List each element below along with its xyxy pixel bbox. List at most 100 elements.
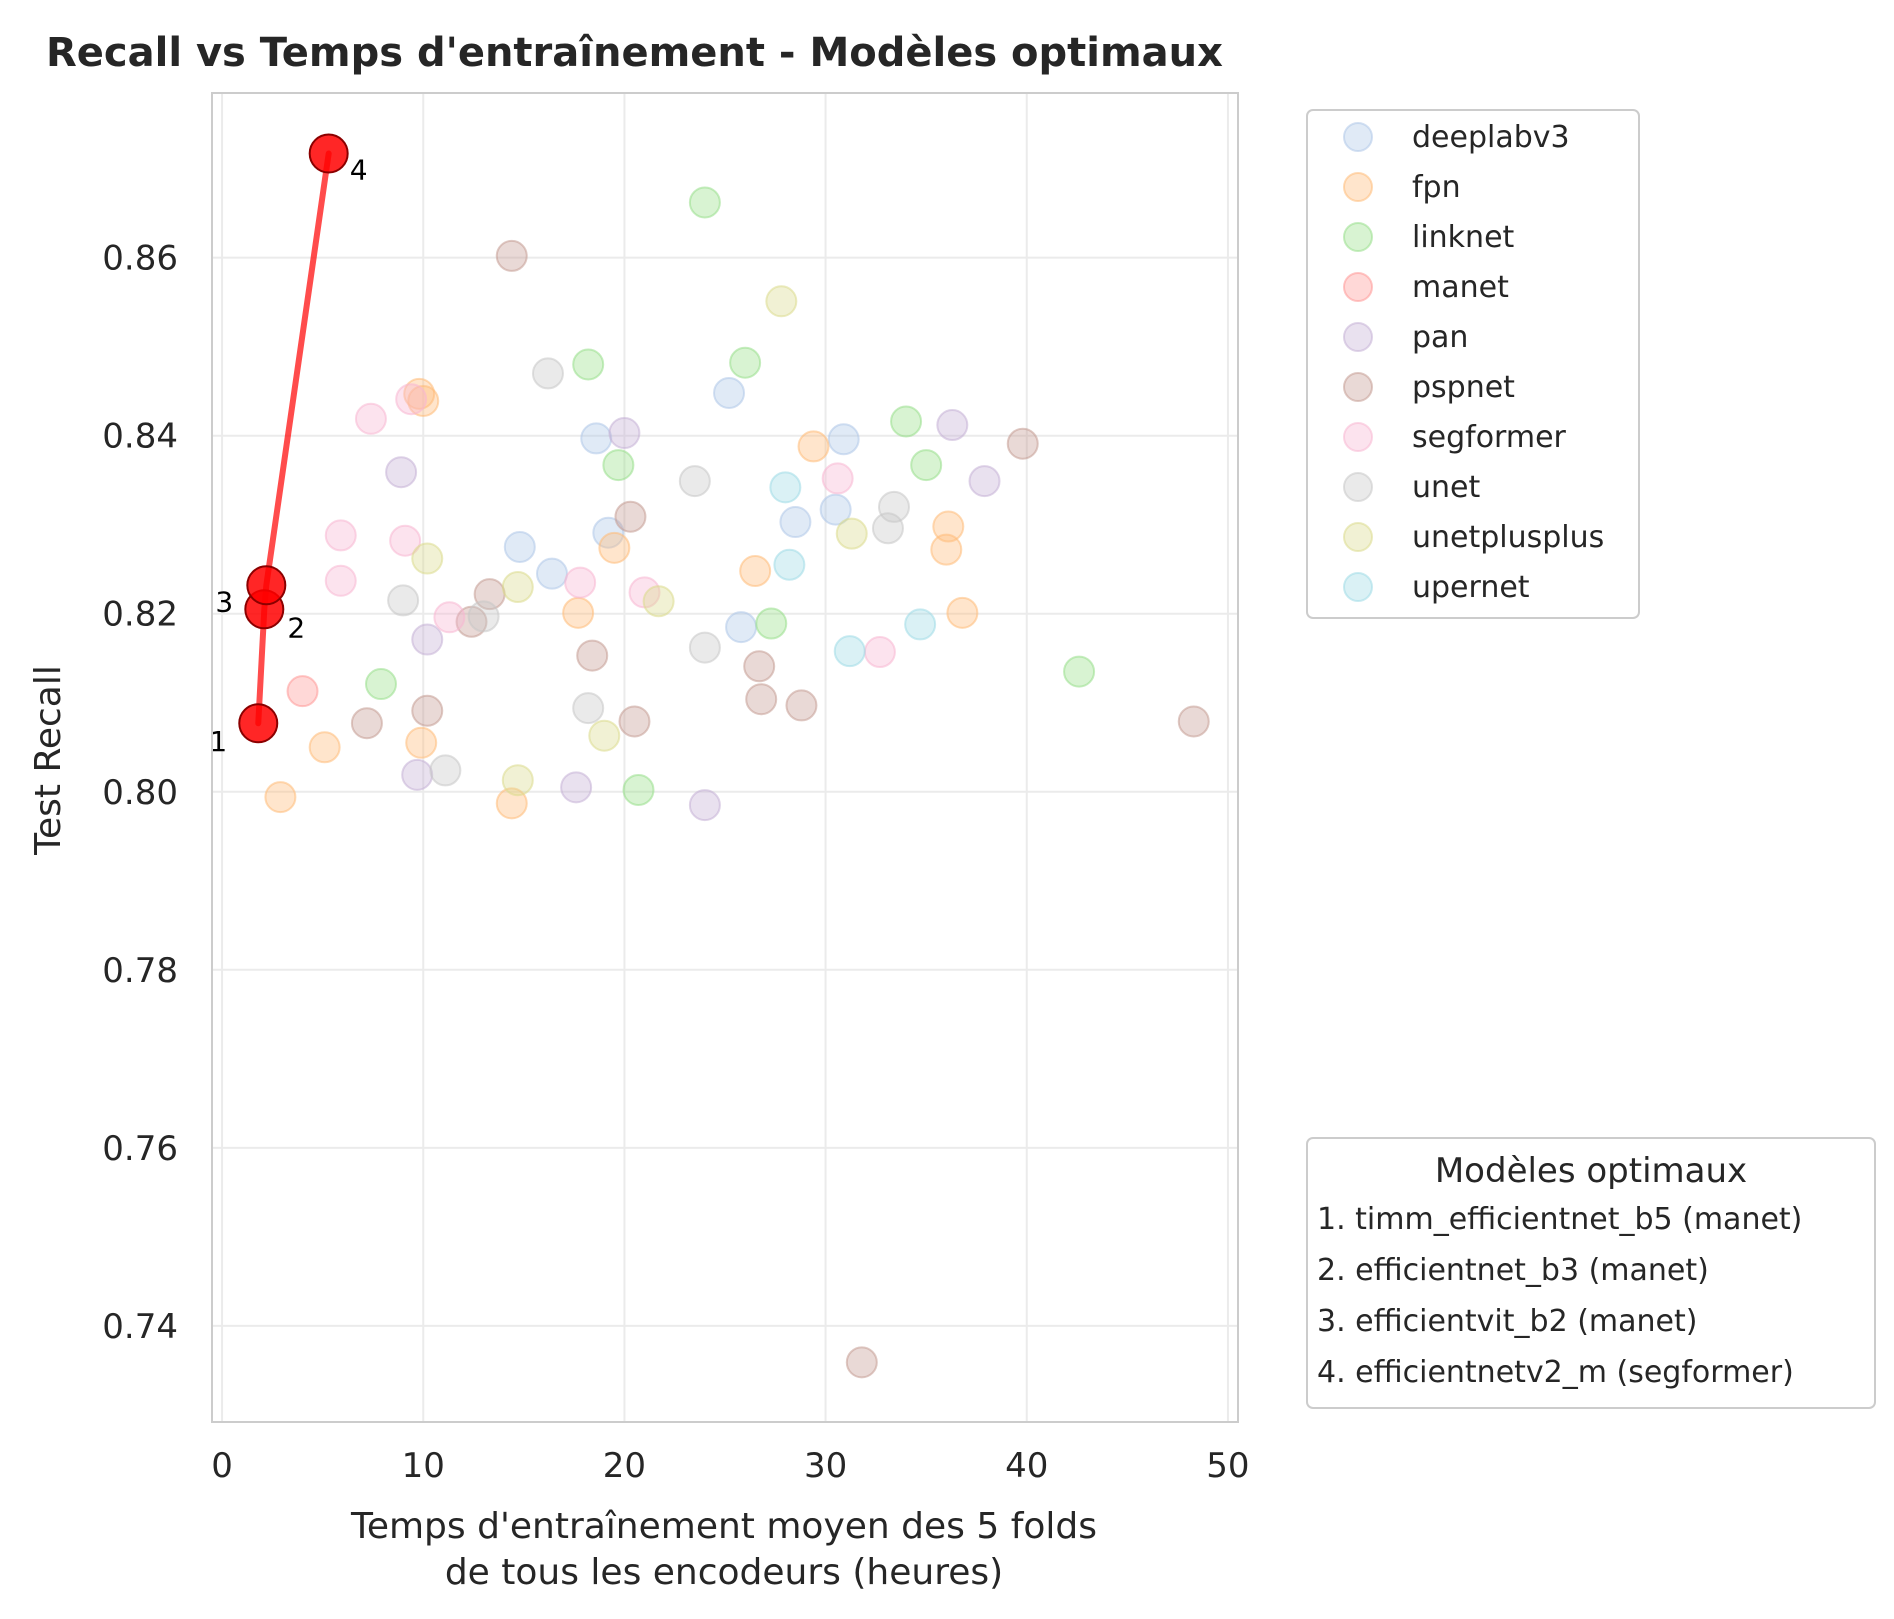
point-deeplabv3 [827,423,860,456]
legend-marker-deeplabv3 [1343,122,1373,152]
point-unet [688,631,721,664]
point-segformer [821,462,854,495]
point-pan [411,623,444,656]
point-deeplabv3 [580,422,613,455]
legend-marker-pan [1343,322,1373,352]
point-pspnet [411,694,444,727]
legend-marker-segformer [1343,422,1373,452]
point-segformer [395,383,428,416]
point-pspnet [785,689,818,722]
point-segformer [389,524,422,557]
point-pan [688,789,721,822]
y-tick-label: 0.84 [102,417,178,457]
point-deeplabv3 [779,506,812,539]
point-fpn [598,531,631,564]
point-pspnet [745,683,778,716]
optimal-models-legend: Modèles optimaux 1. timm_efficientnet_b5… [1306,1137,1876,1409]
point-fpn [264,781,297,814]
point-pan [608,417,641,450]
y-tick-label: 0.74 [102,1307,178,1347]
point-fpn [308,731,341,764]
point-linknet [688,186,721,219]
point-fpn [946,596,979,629]
x-axis-ticks: 0 10 20 30 40 50 [211,1446,1249,1486]
pareto-point [246,565,287,606]
legend-label-linknet: linknet [1412,220,1515,255]
point-fpn [562,596,595,629]
x-tick-label: 30 [804,1446,847,1486]
point-pspnet [1177,705,1210,738]
optimal-model-entry: 2. efficientnet_b3 (manet) [1317,1253,1709,1288]
x-tick-label: 10 [402,1446,445,1486]
point-unetplusplus [411,542,444,575]
series-legend-items: deeplabv3 fpn linknet manet pan pspnet segform… [1343,120,1604,605]
point-unetplusplus [765,285,798,318]
pareto-point-label: 1 [209,725,227,758]
x-tick-label: 20 [603,1446,646,1486]
point-unet [531,357,564,390]
pareto-point-label: 2 [287,611,305,644]
series-legend: deeplabv3 fpn linknet manet pan pspnet segform… [1306,109,1640,619]
legend-label-fpn: fpn [1412,170,1461,205]
point-linknet [910,449,943,482]
point-pspnet [495,239,528,272]
y-tick-label: 0.86 [102,239,178,279]
point-unet [871,512,904,545]
legend-label-pan: pan [1412,320,1468,355]
point-fpn [739,555,772,588]
legend-label-unet: unet [1412,470,1480,505]
x-axis-label-line-2: de tous les encodeurs (heures) [445,1552,1003,1593]
y-tick-label: 0.80 [102,773,178,813]
optimal-models-legend-items: 1. timm_efficientnet_b5 (manet) 2. effici… [1317,1202,1802,1390]
point-pspnet [618,705,651,738]
point-pan [560,771,593,804]
point-unetplusplus [588,719,621,752]
legend-marker-upernet [1343,572,1373,602]
point-unetplusplus [835,517,868,550]
y-axis-ticks: 0.74 0.76 0.78 0.80 0.82 0.84 0.86 [102,239,178,1347]
point-unet [572,692,605,725]
point-pspnet [614,500,647,533]
point-upernet [833,635,866,668]
y-tick-label: 0.76 [102,1129,178,1169]
legend-label-pspnet: pspnet [1412,370,1515,405]
point-pan [401,758,434,791]
point-manet [286,675,319,708]
point-unet [678,465,711,498]
legend-label-upernet: upernet [1412,570,1530,605]
point-segformer [433,601,466,634]
y-axis-label: Test Recall [28,665,69,856]
legend-label-unetplusplus: unetplusplus [1412,520,1604,555]
plot-border [211,92,1239,1423]
plot-area: 1 2 3 4 [209,92,1239,1423]
point-fpn [930,533,963,566]
point-pan [385,456,418,489]
x-tick-label: 40 [1005,1446,1048,1486]
point-upernet [904,608,937,641]
y-tick-label: 0.82 [102,595,178,635]
point-pspnet [576,639,609,672]
legend-marker-unet [1343,472,1373,502]
legend-label-segformer: segformer [1412,420,1567,455]
point-fpn [797,430,830,463]
point-deeplabv3 [819,493,852,526]
pareto-point-label: 4 [350,154,368,187]
point-linknet [602,449,635,482]
legend-marker-fpn [1343,172,1373,202]
legend-marker-unetplusplus [1343,522,1373,552]
point-unetplusplus [501,764,534,797]
pareto-point [238,703,279,744]
point-upernet [769,471,802,504]
chart-title: Recall vs Temps d'entraînement - Modèles… [46,30,1223,76]
point-deeplabv3 [713,376,746,409]
x-tick-label: 0 [211,1446,233,1486]
optimal-models-legend-title: Modèles optimaux [1435,1151,1747,1191]
optimal-model-entry: 1. timm_efficientnet_b5 (manet) [1317,1202,1802,1237]
point-unetplusplus [642,585,675,618]
point-pspnet [1006,427,1039,460]
data-points [264,186,1210,1379]
point-unet [387,584,420,617]
point-deeplabv3 [503,530,536,563]
point-linknet [572,348,605,381]
